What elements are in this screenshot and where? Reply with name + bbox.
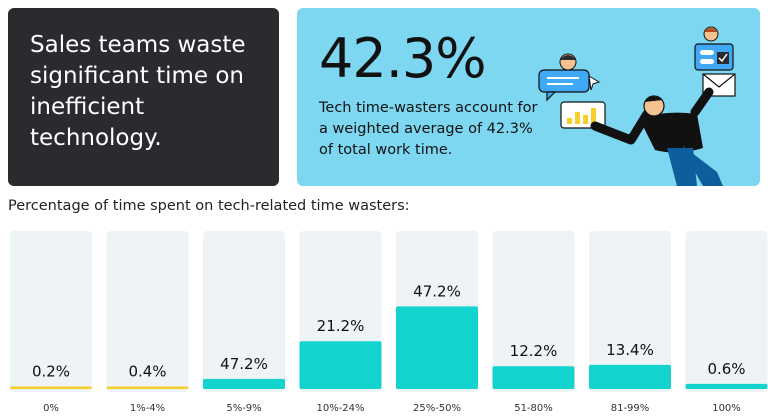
bar — [492, 366, 575, 389]
worker-illustration — [538, 26, 736, 186]
category-label: 51-80% — [514, 403, 553, 414]
bar — [10, 386, 92, 389]
data-label: 47.2% — [413, 282, 461, 300]
data-label: 0.4% — [128, 363, 166, 381]
bar-column-bg — [10, 231, 92, 392]
bar-column-bg — [589, 231, 671, 392]
data-label: 0.6% — [707, 360, 745, 378]
bar — [685, 383, 768, 389]
bar — [589, 364, 671, 389]
category-label: 81-99% — [611, 403, 650, 414]
bar-column-bg — [685, 231, 768, 392]
category-label: 100% — [712, 403, 741, 414]
data-label: 0.2% — [32, 363, 70, 381]
person-figure — [590, 87, 723, 186]
data-label: 47.2% — [220, 355, 268, 373]
stat-description: Tech time-wasters account for a weighted… — [319, 100, 538, 158]
stat-card: 42.3% Tech time-wasters account for a we… — [297, 8, 760, 186]
category-label: 1%-4% — [130, 403, 165, 414]
bar-column-bg — [492, 231, 575, 392]
category-label: 5%-9% — [226, 403, 261, 414]
bar — [299, 341, 382, 389]
mini-chart-icon — [560, 101, 606, 129]
chat-bubble-icon — [538, 69, 590, 102]
category-label: 0% — [43, 403, 59, 414]
bar — [396, 306, 478, 389]
avatar-small-icon — [703, 26, 719, 42]
chart-title: Percentage of time spent on tech-related… — [8, 198, 410, 214]
headline-card: Sales teams waste significant time on in… — [8, 8, 279, 186]
stat-value: 42.3% — [319, 27, 487, 90]
category-label: 25%-50% — [413, 403, 461, 414]
bar — [203, 378, 285, 389]
data-label: 12.2% — [510, 342, 558, 360]
headline-text: Sales teams waste significant time on in… — [30, 32, 246, 151]
avatar-icon — [559, 53, 577, 71]
data-label: 13.4% — [606, 341, 654, 359]
category-label: 10%-24% — [316, 403, 364, 414]
bar-column-bg — [106, 231, 189, 392]
settings-card-icon — [694, 43, 734, 71]
bar-column-bg — [203, 231, 285, 392]
bar — [106, 386, 189, 389]
cursor-icon — [588, 75, 601, 91]
data-label: 21.2% — [317, 317, 365, 335]
